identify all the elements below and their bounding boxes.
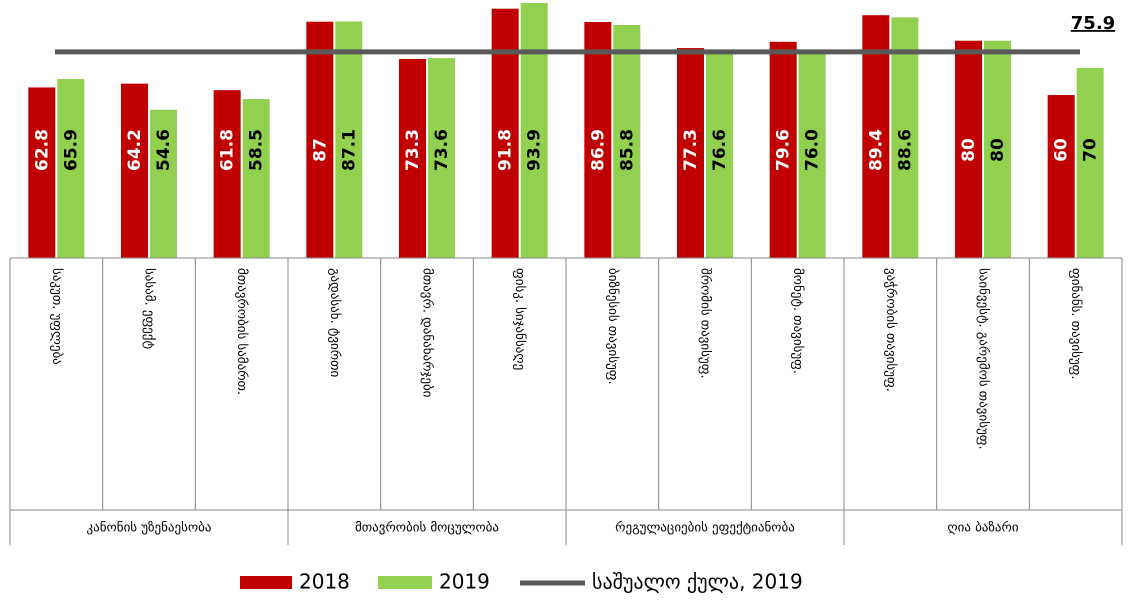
bar [520,2,548,259]
legend-swatch [240,576,292,589]
value-label: 89.4 [866,129,886,171]
value-label: 80 [988,138,1008,162]
bar [335,21,363,258]
value-label: 85.8 [617,129,637,171]
value-label: 87 [310,138,330,162]
x-tick-label: ბიზნესის თავისუფ. [605,268,620,385]
legend-label: საშუალო ქულა, 2019 [592,570,803,594]
bar [1047,95,1075,258]
group-label: რეგულაციების ეფექტიანობა [615,521,795,536]
bar [706,49,733,259]
value-label: 93.9 [525,129,545,171]
bar [613,24,641,259]
value-label: 54.6 [154,129,174,171]
bar [798,51,826,258]
bar [984,40,1011,258]
value-label: 77.3 [681,129,701,171]
bar [306,21,334,258]
value-label: 87.1 [339,129,359,171]
bar [584,21,612,258]
x-tick-label: მონეტ. თავისუფ. [790,268,805,374]
value-label: 80 [959,138,979,162]
value-label: 88.6 [895,129,915,171]
x-tick-label: ვაჭრობის თავისუფ. [883,268,898,392]
bar [399,58,426,258]
value-label: 58.5 [247,129,267,171]
bar [428,58,455,259]
bar [57,79,85,258]
value-label: 65.9 [61,129,81,171]
bar [1076,67,1104,258]
value-label: 79.6 [774,129,794,171]
bar [121,83,148,258]
x-tick-label: ფისკ. სიჯანსაღე [512,268,527,370]
value-label: 86.9 [588,129,608,171]
x-tick-label: გადასახ. ტვირთი [327,268,342,377]
group-label: მთავრობის მოცულობა [355,521,499,536]
bar [955,40,982,258]
value-label: 73.6 [432,129,452,171]
x-tick-label: მთავრობის სამართ. [234,268,249,395]
value-label: 61.8 [218,129,238,171]
bar [242,99,270,258]
bar [862,15,890,259]
value-label: 91.8 [496,129,516,171]
value-label: 70 [1081,138,1101,162]
legend-swatch [378,576,432,589]
x-tick-label: ფინანს. თავისუფ. [1068,268,1083,380]
legend-label: 2018 [299,570,350,594]
bar [769,41,797,259]
value-label: 76.0 [803,129,823,171]
value-label: 73.3 [403,129,423,171]
x-tick-label: საკუთ. უფლება [49,268,64,365]
bar [891,17,919,258]
group-label: ღია ბაზარი [947,521,1018,536]
x-tick-label: სასამ. ეფექტ [142,268,157,349]
x-tick-label: მთავრ. დანახარჯები [420,268,435,398]
value-label: 62.8 [32,129,52,171]
reference-label: 75.9 [1071,13,1115,34]
value-label: 76.6 [710,129,730,171]
group-label: კანონის უზენაესობა [87,521,212,536]
bar [28,87,56,258]
bar [677,48,704,258]
x-tick-label: შრომის თავისუფ. [698,268,713,379]
bar [150,109,177,258]
value-label: 60 [1052,138,1072,162]
value-label: 64.2 [125,129,145,171]
bar [213,90,241,258]
x-tick-label: საინვესტ. გარემოს თავისუფ. [976,268,991,450]
legend-label: 2019 [439,570,490,594]
